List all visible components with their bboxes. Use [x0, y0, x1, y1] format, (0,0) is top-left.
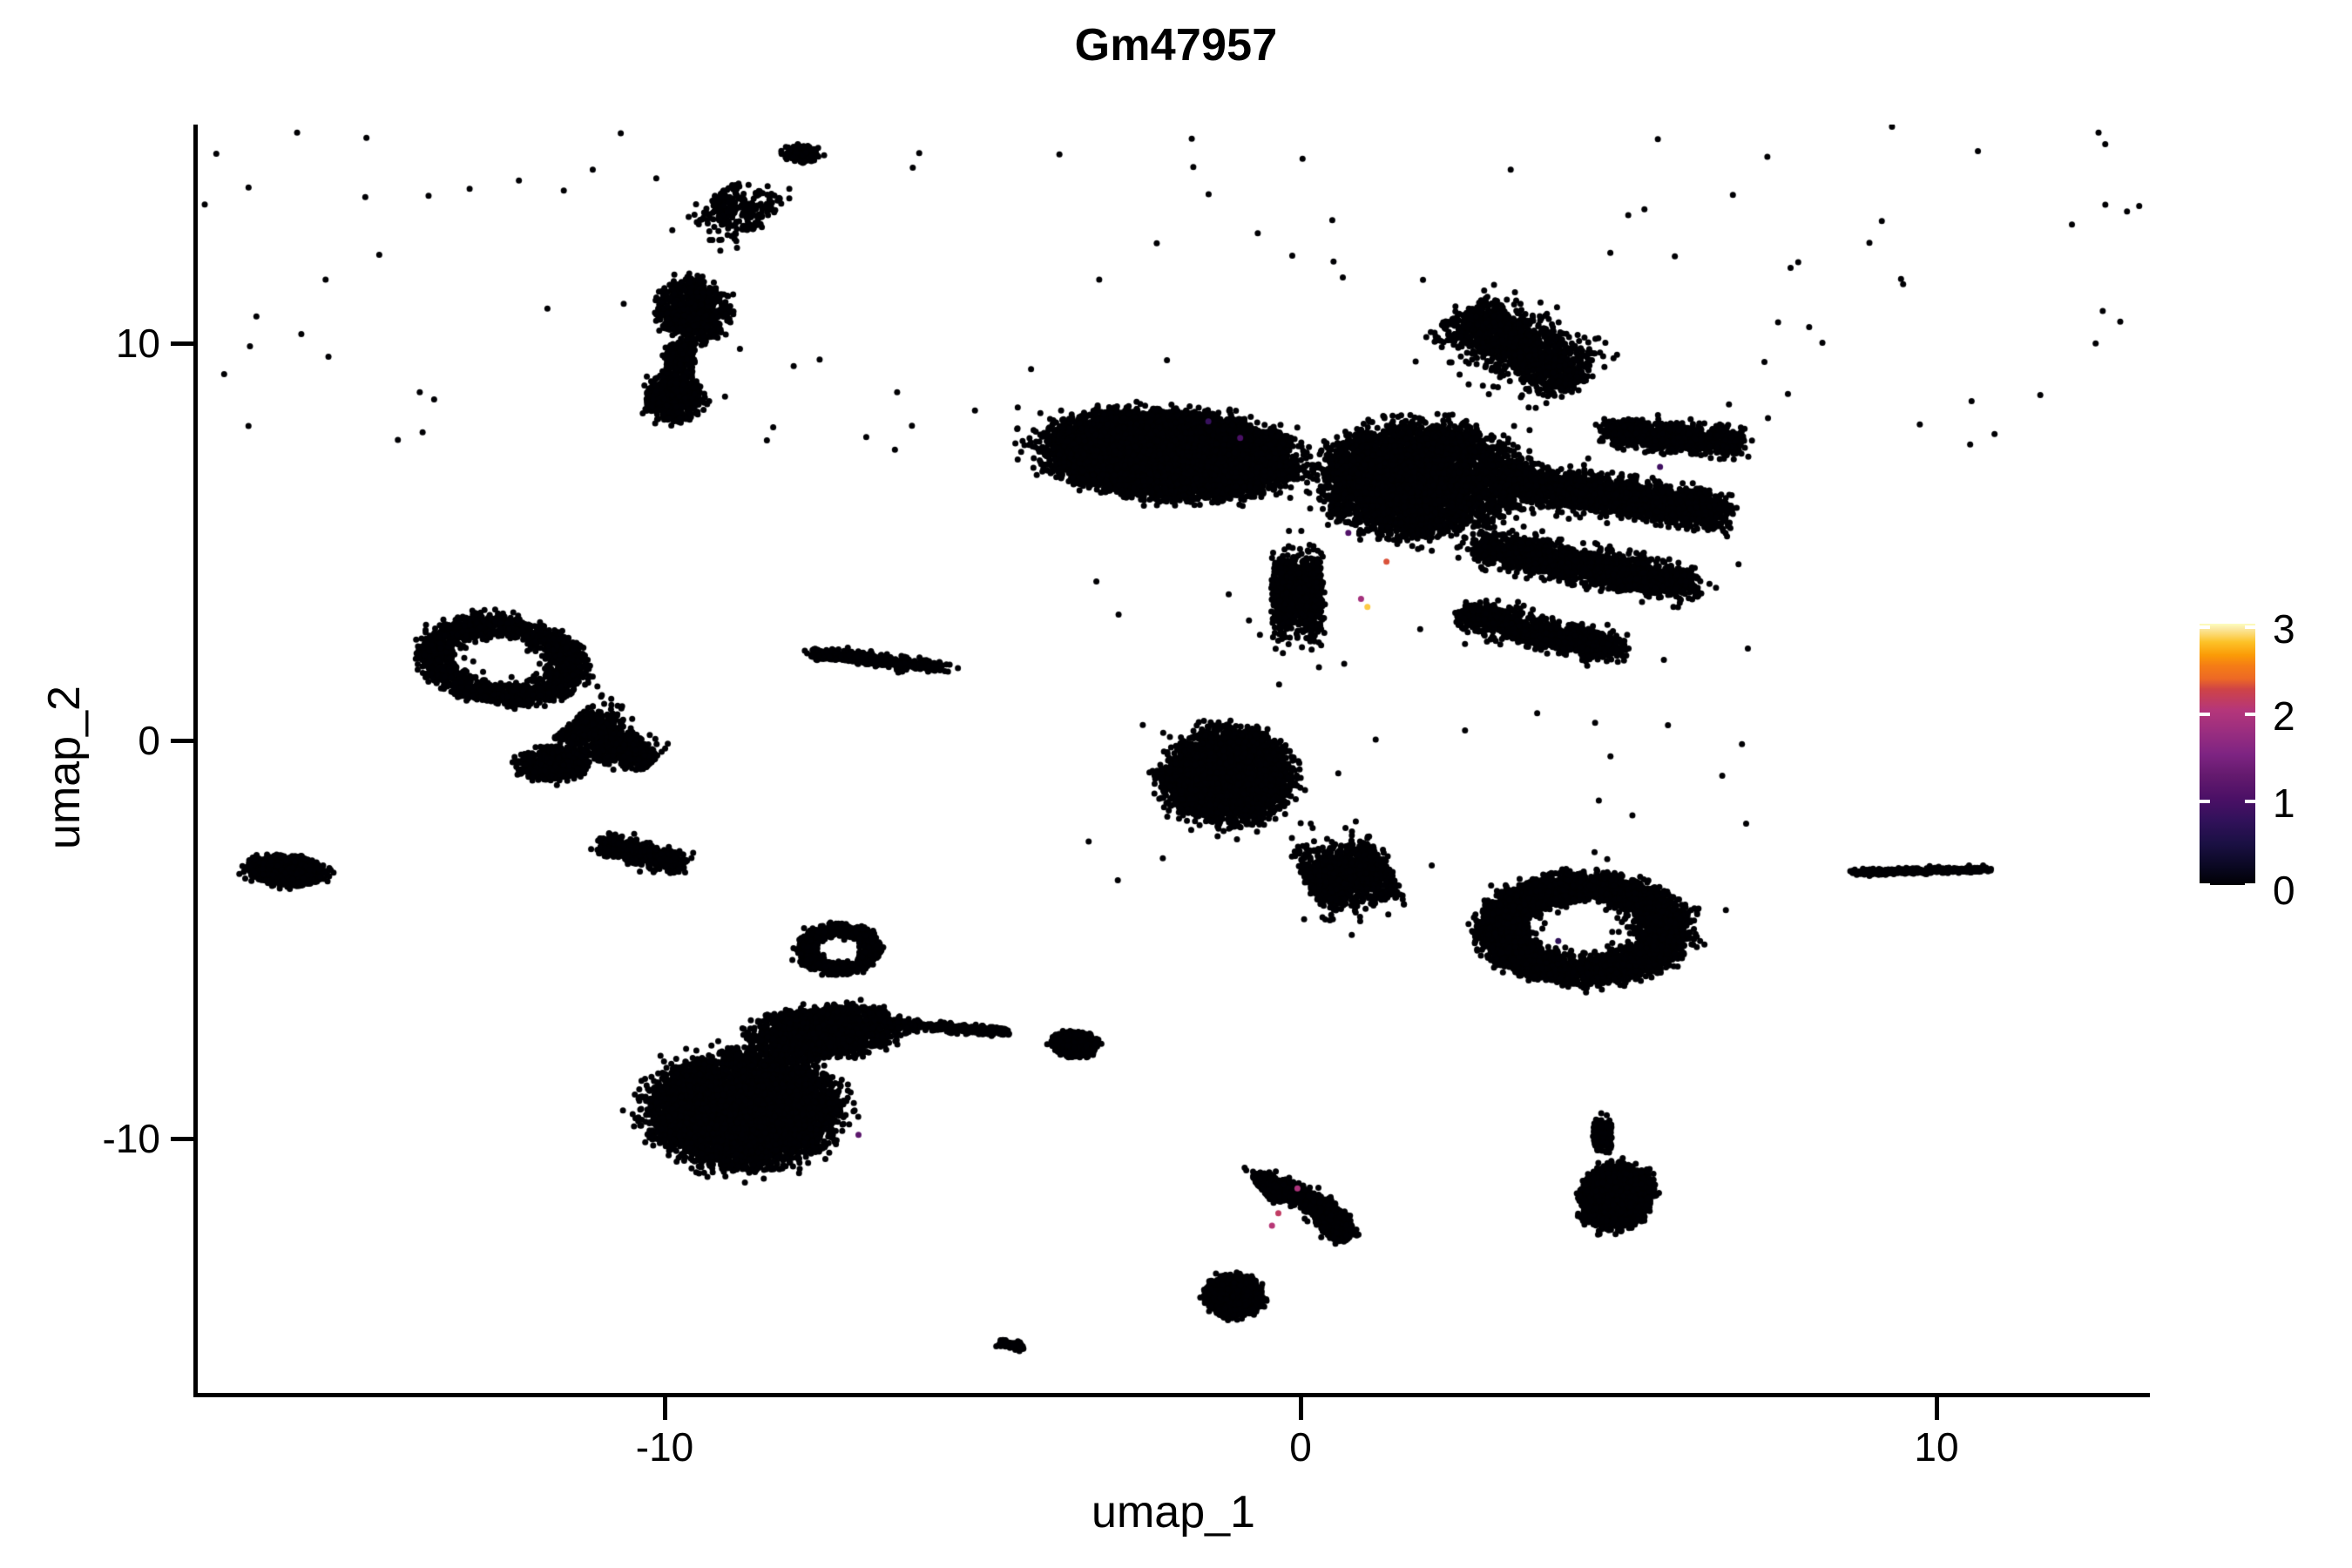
- colorbar-tick-1-right: [2245, 800, 2255, 803]
- colorbar-gradient: [2200, 624, 2255, 885]
- y-tick-label-0: 0: [138, 718, 160, 763]
- y-axis-title: umap_2: [39, 686, 90, 849]
- y-tick-label--10: -10: [102, 1116, 160, 1161]
- x-tick-label--10: -10: [635, 1424, 694, 1470]
- y-tick-mark-10: [171, 341, 193, 346]
- scatter-plot-canvas[interactable]: [197, 125, 2150, 1395]
- colorbar-label-1: 1: [2273, 781, 2295, 826]
- colorbar-tick-0-right: [2245, 883, 2255, 887]
- y-tick-mark-0: [171, 739, 193, 743]
- x-tick-mark-0: [1299, 1397, 1303, 1420]
- colorbar-tick-3-right: [2245, 625, 2255, 629]
- y-axis-line: [193, 125, 198, 1397]
- colorbar-tick-1-left: [2200, 800, 2210, 803]
- x-axis-title: umap_1: [1092, 1487, 1255, 1538]
- y-tick-mark--10: [171, 1137, 193, 1141]
- colorbar-label-2: 2: [2273, 693, 2295, 739]
- y-tick-label-10: 10: [115, 321, 160, 366]
- x-axis-line: [193, 1393, 2150, 1397]
- x-tick-label-0: 0: [1289, 1424, 1312, 1470]
- x-tick-label-10: 10: [1914, 1424, 1959, 1470]
- colorbar-tick-2-left: [2200, 713, 2210, 716]
- colorbar-tick-2-right: [2245, 713, 2255, 716]
- color-legend[interactable]: 3 2 1 0: [2200, 606, 2339, 910]
- page-title: Gm47957: [1074, 20, 1278, 71]
- colorbar-label-0: 0: [2273, 868, 2295, 913]
- colorbar-tick-0-left: [2200, 883, 2210, 887]
- x-tick-mark--10: [663, 1397, 667, 1420]
- colorbar-label-3: 3: [2273, 606, 2295, 652]
- colorbar-tick-3-left: [2200, 625, 2210, 629]
- x-tick-mark-10: [1935, 1397, 1939, 1420]
